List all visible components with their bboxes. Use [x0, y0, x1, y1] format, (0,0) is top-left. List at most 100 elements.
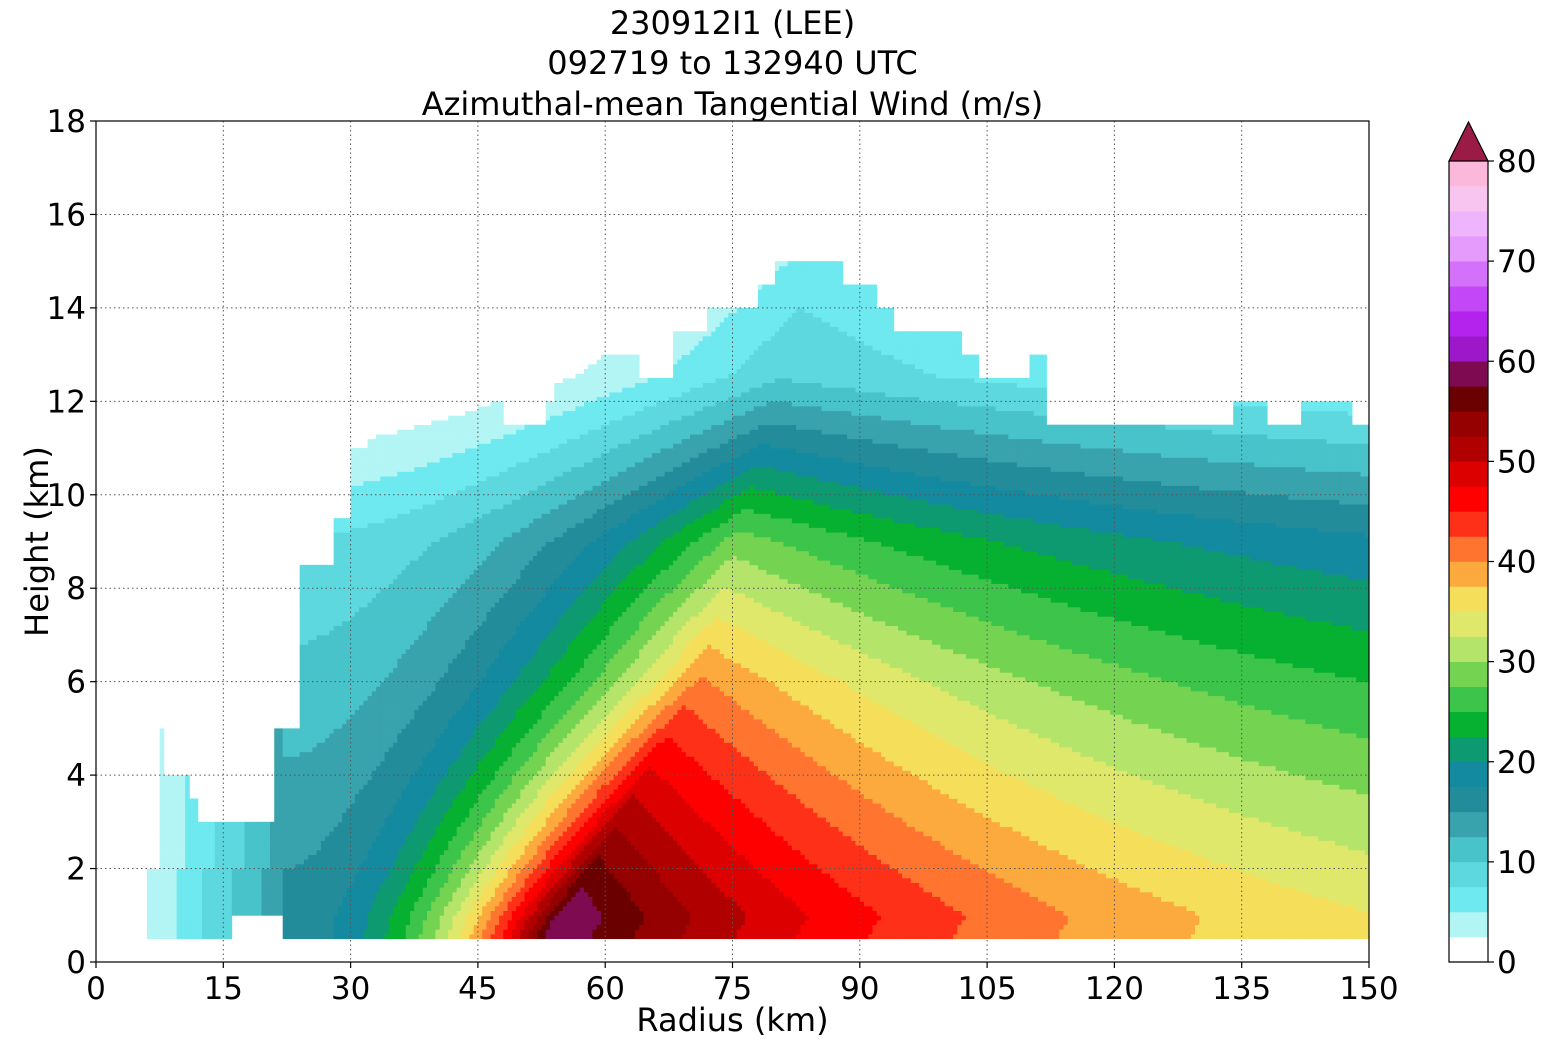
contour-cell [223, 855, 228, 860]
contour-cell [266, 845, 271, 850]
contour-cell [236, 887, 241, 892]
contour-cell [266, 831, 271, 836]
contour-cell [130, 845, 135, 850]
contour-cell [147, 911, 152, 916]
contour-cell [219, 827, 224, 832]
contour-cell [143, 831, 148, 836]
contour-cell [185, 841, 190, 846]
contour-cell [143, 897, 148, 902]
contour-cell [143, 845, 148, 850]
contour-cell [189, 798, 194, 803]
contour-cell [160, 897, 165, 902]
contour-cell [223, 850, 228, 855]
contour-cell [240, 911, 245, 916]
contour-cell [274, 733, 279, 738]
contour-cell [164, 822, 169, 827]
contour-cell [134, 794, 139, 799]
contour-cell [215, 934, 220, 939]
contour-cell [274, 756, 279, 761]
contour-cell [130, 873, 135, 878]
contour-cell [177, 929, 182, 934]
contour-cell [202, 827, 207, 832]
contour-cell [160, 850, 165, 855]
contour-cell [138, 794, 143, 799]
contour-cell [189, 925, 194, 930]
contour-cell [215, 929, 220, 934]
contour-cell [245, 897, 250, 902]
contour-cell [240, 836, 245, 841]
contour-cell [138, 784, 143, 789]
contour-cell [253, 897, 258, 902]
contour-cell [215, 925, 220, 930]
contour-cell [151, 859, 156, 864]
contour-cell [228, 906, 233, 911]
contour-cell [172, 784, 177, 789]
contour-cell [274, 789, 279, 794]
contour-cell [240, 827, 245, 832]
contour-cell [155, 780, 160, 785]
contour-cell [211, 850, 216, 855]
contour-cell [134, 929, 139, 934]
contour-cell [253, 869, 258, 874]
contour-cell [257, 845, 262, 850]
contour-cell [274, 892, 279, 897]
contour-cell [168, 784, 173, 789]
contour-cell [134, 761, 139, 766]
contour-cell [147, 929, 152, 934]
contour-cell [278, 855, 283, 860]
contour-cell [278, 901, 283, 906]
contour-cell [194, 845, 199, 850]
contour-cell [134, 822, 139, 827]
contour-cell [211, 911, 216, 916]
contour-cell [236, 878, 241, 883]
contour-cell [168, 789, 173, 794]
contour-cell [215, 845, 220, 850]
contour-cell [211, 897, 216, 902]
contour-cell [206, 869, 211, 874]
contour-cell [257, 822, 262, 827]
contour-cell [164, 887, 169, 892]
contour-cell [155, 766, 160, 771]
contour-cell [274, 906, 279, 911]
contour-cell [151, 906, 156, 911]
contour-cell [245, 850, 250, 855]
contour-cell [253, 892, 258, 897]
contour-cell [198, 911, 203, 916]
contour-cell [240, 831, 245, 836]
contour-cell [181, 855, 186, 860]
contour-cell [249, 836, 254, 841]
contour-cell [134, 869, 139, 874]
contour-cell [198, 915, 203, 920]
contour-cell [215, 855, 220, 860]
contour-cell [215, 841, 220, 846]
contour-cell [155, 906, 160, 911]
contour-cell [168, 831, 173, 836]
contour-cell [172, 883, 177, 888]
contour-cell [134, 873, 139, 878]
contour-cell [245, 892, 250, 897]
contour-cell [147, 869, 152, 874]
contour-cell [138, 836, 143, 841]
contour-cell [236, 906, 241, 911]
contour-cell [266, 850, 271, 855]
contour-cell [151, 831, 156, 836]
contour-cell [138, 869, 143, 874]
contour-cell [130, 887, 135, 892]
contour-cell [198, 920, 203, 925]
contour-cell [138, 887, 143, 892]
contour-cell [240, 869, 245, 874]
contour-cell [151, 873, 156, 878]
contour-cell [270, 827, 275, 832]
contour-cell [164, 855, 169, 860]
contour-cell [223, 934, 228, 939]
contour-cell [198, 836, 203, 841]
contour-cell [232, 901, 237, 906]
contour-cell [211, 836, 216, 841]
contour-cell [223, 831, 228, 836]
contour-cell [181, 784, 186, 789]
contour-cell [261, 822, 266, 827]
contour-cell [211, 845, 216, 850]
contour-cell [215, 822, 220, 827]
contour-cell [236, 845, 241, 850]
contour-cell [172, 878, 177, 883]
